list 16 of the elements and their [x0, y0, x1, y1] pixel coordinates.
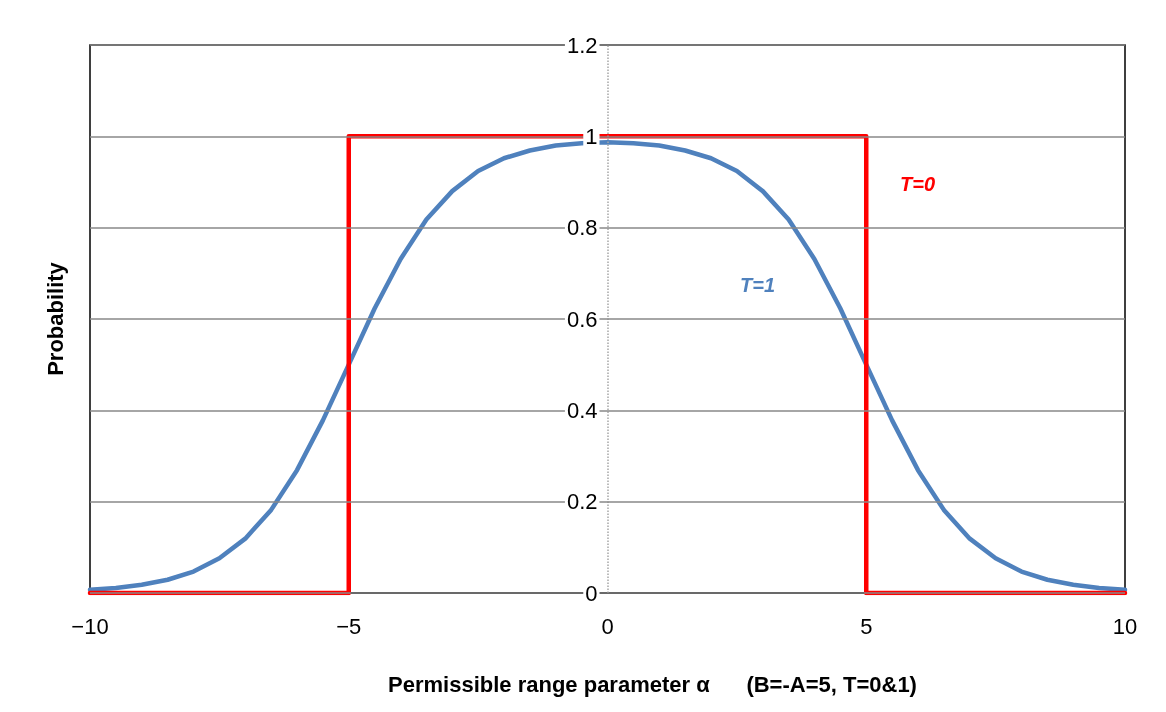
- annotation: T=0: [900, 173, 936, 195]
- y-tick-label: 0.6: [566, 306, 598, 332]
- y-tick-label: 0: [585, 580, 598, 606]
- y-tick-label: 0.2: [566, 489, 598, 515]
- y-tick-label: 0.8: [566, 215, 598, 241]
- x-tick-label: 0: [601, 613, 614, 639]
- x-tick-label: 10: [1112, 613, 1138, 639]
- y-tick-label: 1.2: [566, 32, 598, 58]
- y-tick-label: 1: [585, 123, 598, 149]
- x-tick-label: −5: [336, 613, 362, 639]
- y-axis-title: Probability: [42, 261, 68, 376]
- x-axis-title: Permissible range parameter α (B=-A=5, T=0&1): [388, 671, 917, 697]
- x-tick-label: −10: [71, 613, 109, 639]
- x-tick-label: 5: [860, 613, 873, 639]
- annotation: T=1: [740, 274, 776, 296]
- y-tick-label: 0.4: [566, 397, 598, 423]
